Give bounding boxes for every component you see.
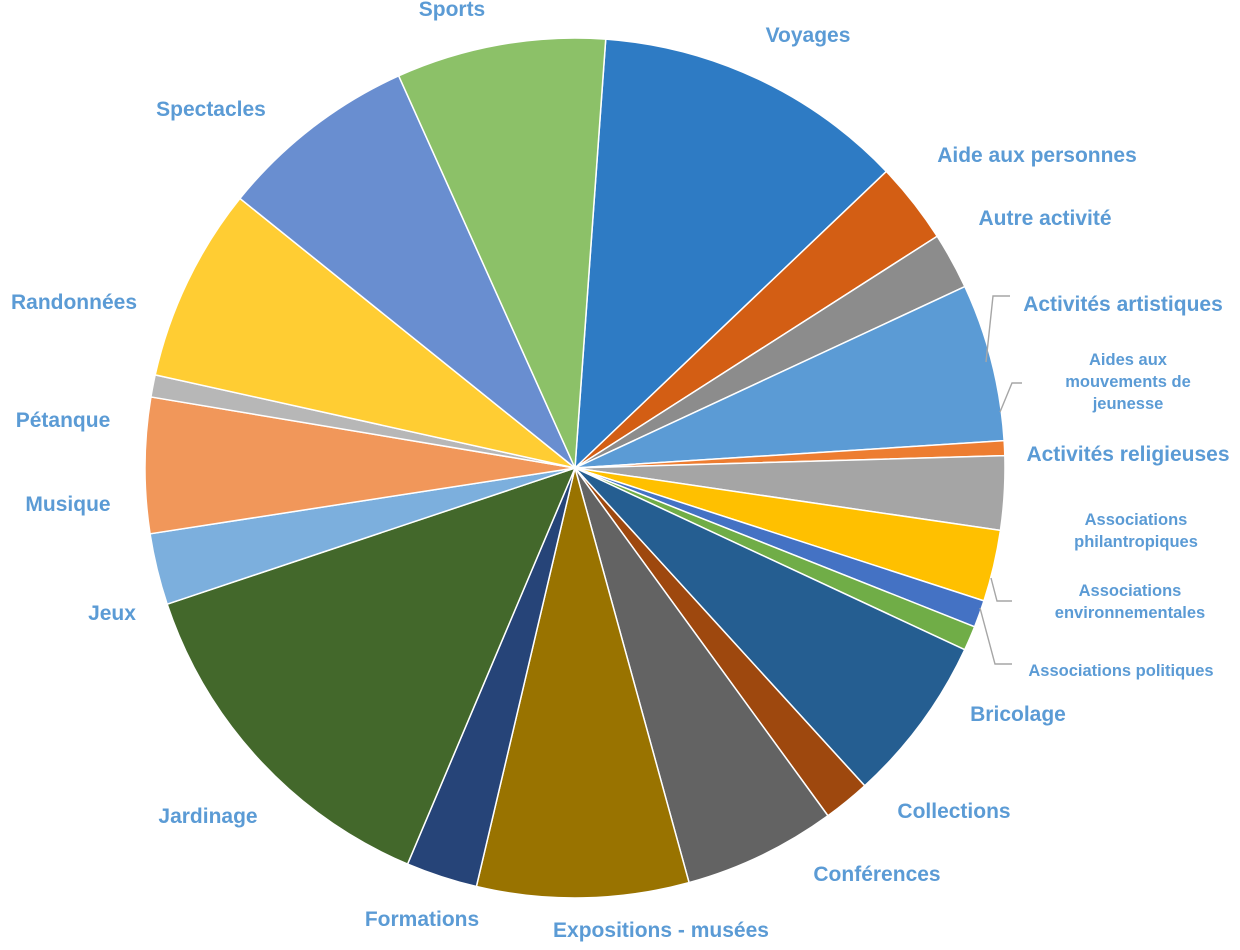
slice-label-7: Associations philantropiques — [1074, 511, 1198, 551]
pie-slice-10 — [574, 467, 966, 787]
leader-line-4 — [985, 295, 1010, 363]
slice-label-17: Musique — [25, 493, 110, 516]
leader-line-9 — [979, 607, 1012, 665]
pie-slice-21 — [397, 37, 607, 469]
pie-slice-13 — [475, 467, 690, 899]
pie-slice-1 — [574, 38, 888, 470]
slice-label-14: Formations — [365, 908, 479, 931]
slice-label-11: Collections — [897, 800, 1010, 823]
slice-label-6: Activités religieuses — [1026, 443, 1229, 466]
slice-label-12: Conférences — [813, 863, 940, 886]
slice-label-10: Bricolage — [970, 703, 1066, 726]
pie-slices — [144, 37, 1006, 899]
slice-label-3: Autre activité — [978, 207, 1111, 230]
slice-label-8: Associations environnementales — [1055, 582, 1205, 622]
slice-label-20: Spectacles — [156, 98, 266, 121]
slice-label-1: Voyages — [766, 24, 851, 47]
slice-label-5: Aides aux mouvements de jeunesse — [1065, 351, 1191, 413]
slice-label-16: Jeux — [88, 602, 136, 625]
slice-label-4: Activités artistiques — [1023, 293, 1223, 316]
slice-label-15: Jardinage — [158, 805, 257, 828]
leader-line-8 — [990, 577, 1012, 602]
slice-label-2: Aide aux personnes — [937, 144, 1137, 167]
slice-label-21: Sports — [419, 0, 486, 21]
slice-labels: Voyages Aide aux personnes Autre activité A… — [11, 0, 1230, 942]
pie-slice-12 — [574, 467, 829, 884]
slice-label-18: Pétanque — [16, 409, 111, 432]
pie-slice-19 — [154, 197, 576, 469]
pie-slice-4 — [574, 285, 1005, 469]
pie-slice-20 — [238, 74, 576, 469]
leader-line-5 — [999, 382, 1022, 413]
slice-label-9: Associations politiques — [1028, 662, 1213, 680]
leader-lines — [979, 295, 1022, 665]
slice-label-13: Expositions - musées — [553, 919, 769, 942]
slice-label-19: Randonnées — [11, 291, 137, 314]
pie-slice-15 — [166, 466, 577, 866]
